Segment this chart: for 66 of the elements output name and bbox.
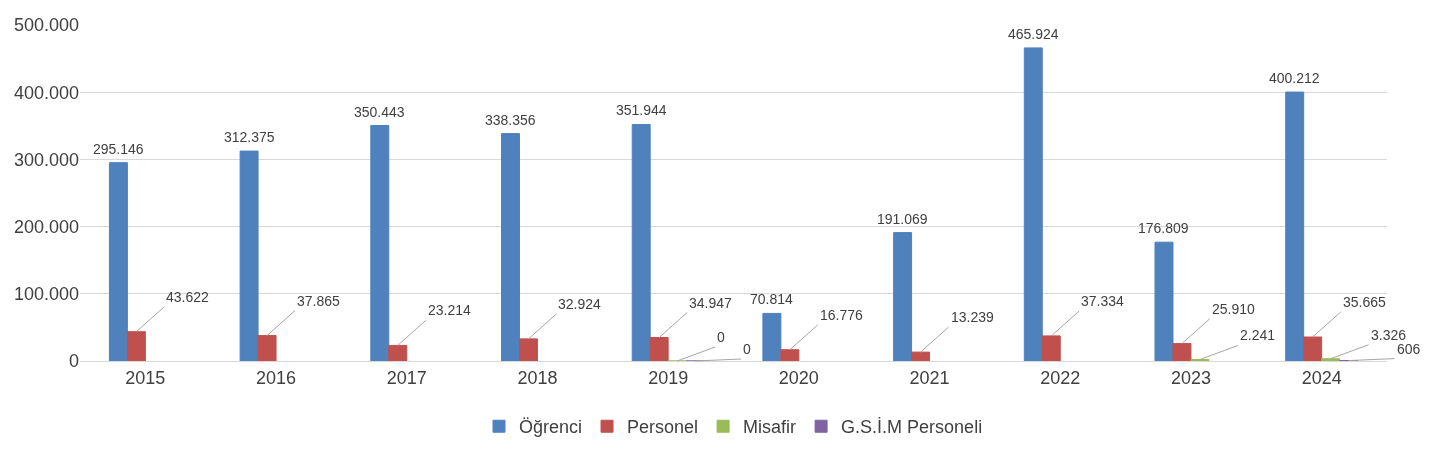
- bar: [1023, 47, 1043, 361]
- x-tick-label: 2022: [1040, 367, 1081, 388]
- x-tick-label: 2017: [386, 367, 427, 388]
- bar: [893, 232, 913, 361]
- data-label: 43.622: [166, 289, 210, 305]
- bar: [1303, 336, 1323, 361]
- data-label: 34.947: [689, 295, 733, 311]
- bar: [649, 337, 669, 361]
- bar: [631, 123, 651, 361]
- x-tick-label: 2024: [1301, 367, 1342, 388]
- y-tick-label: 400.000: [13, 82, 79, 103]
- x-tick-label: 2020: [778, 367, 819, 388]
- bar: [501, 133, 520, 361]
- x-tick-label: 2019: [648, 367, 689, 388]
- bar: [370, 125, 390, 361]
- legend-label: G.S.İ.M Personeli: [841, 417, 983, 438]
- bar: [911, 351, 931, 361]
- bar: [1041, 335, 1061, 361]
- x-tick-label: 2016: [256, 367, 297, 388]
- data-label: 400.212: [1269, 70, 1320, 86]
- bar: [257, 335, 277, 361]
- bar: [239, 150, 259, 361]
- data-label: 35.665: [1343, 294, 1387, 310]
- bar: [1321, 358, 1341, 361]
- bar: [1154, 241, 1174, 361]
- data-label: 0: [743, 341, 751, 357]
- data-label: 2.241: [1240, 327, 1276, 343]
- data-label: 13.239: [951, 309, 995, 325]
- legend-label: Misafir: [743, 417, 797, 438]
- bar: [126, 331, 146, 361]
- data-label: 351.944: [616, 102, 667, 118]
- data-label: 3.326: [1371, 327, 1407, 343]
- x-tick-label: 2021: [909, 367, 950, 388]
- data-label: 25.910: [1212, 301, 1256, 317]
- y-tick-label: 0: [68, 351, 79, 372]
- bar: [388, 344, 408, 361]
- data-label: 338.356: [485, 112, 536, 128]
- y-tick-label: 200.000: [13, 216, 79, 237]
- bar: [108, 162, 128, 361]
- bar: [780, 349, 800, 361]
- x-tick-label: 2015: [125, 367, 166, 388]
- data-label: 350.443: [354, 104, 405, 120]
- data-label: 37.865: [297, 293, 341, 309]
- data-label: 0: [717, 329, 725, 345]
- data-label: 606: [1397, 341, 1421, 357]
- data-label: 176.809: [1138, 220, 1189, 236]
- bar: [518, 338, 538, 361]
- bar: [1172, 343, 1192, 361]
- data-label: 32.924: [558, 296, 602, 312]
- x-tick-label: 2018: [517, 367, 558, 388]
- x-tick-label: 2023: [1170, 367, 1211, 388]
- y-tick-label: 100.000: [13, 284, 79, 305]
- bar: [1285, 91, 1305, 361]
- legend-label: Öğrenci: [519, 417, 583, 438]
- data-label: 23.214: [428, 302, 472, 318]
- legend-label: Personel: [627, 417, 699, 438]
- data-label: 37.334: [1081, 293, 1125, 309]
- data-label: 16.776: [820, 307, 864, 323]
- y-tick-label: 500.000: [13, 15, 79, 36]
- y-tick-label: 300.000: [13, 149, 79, 170]
- bar: [762, 312, 782, 361]
- data-label: 191.069: [877, 211, 928, 227]
- data-label: 312.375: [224, 129, 275, 145]
- data-label: 465.924: [1008, 26, 1059, 42]
- data-label: 295.146: [93, 141, 144, 157]
- data-label: 70.814: [750, 291, 794, 307]
